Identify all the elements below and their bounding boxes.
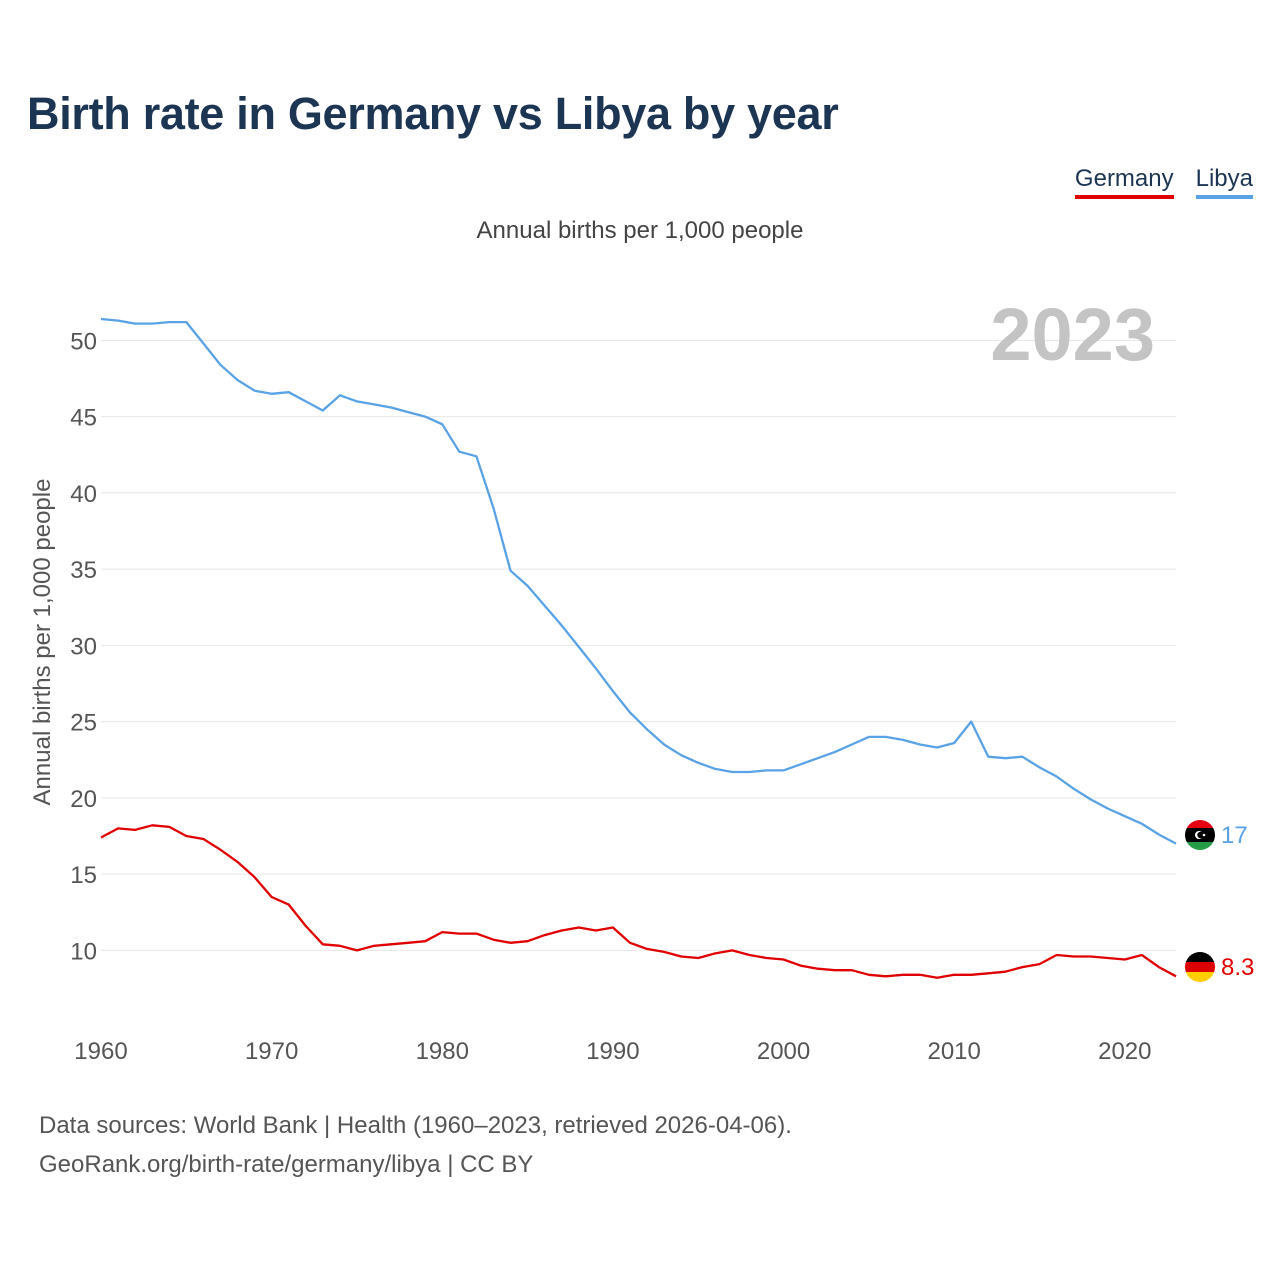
page-title: Birth rate in Germany vs Libya by year — [27, 88, 839, 139]
legend-item-germany[interactable]: Germany — [1074, 165, 1174, 199]
libya-flag-icon — [1185, 820, 1215, 850]
chart-subtitle: Annual births per 1,000 people — [476, 217, 804, 244]
y-tick-label: 25 — [70, 710, 97, 737]
germany-flag-icon — [1185, 952, 1215, 982]
x-tick-label: 1960 — [74, 1038, 127, 1065]
y-tick-label: 10 — [70, 938, 97, 965]
grid-lines — [101, 339, 1176, 951]
y-tick-label: 40 — [70, 481, 97, 508]
end-label-germany: 8.3 — [1221, 954, 1254, 981]
x-tick-label: 2000 — [757, 1038, 810, 1065]
legend: Germany Libya — [1074, 165, 1253, 199]
x-tick-label: 2020 — [1098, 1038, 1151, 1065]
x-tick-label: 1970 — [245, 1038, 298, 1065]
end-label-libya: 17 — [1221, 822, 1248, 849]
source-link[interactable]: GeoRank.org/birth-rate/germany/libya | C… — [39, 1151, 534, 1178]
series-line-germany — [100, 824, 1177, 979]
y-axis-label: Annual births per 1,000 people — [29, 479, 56, 806]
series-line-libya — [100, 317, 1177, 845]
data-source-note: Data sources: World Bank | Health (1960–… — [39, 1112, 792, 1139]
legend-item-libya[interactable]: Libya — [1195, 165, 1253, 199]
y-tick-label: 20 — [70, 786, 97, 813]
y-tick-label: 15 — [70, 862, 97, 889]
x-tick-label: 1980 — [416, 1038, 469, 1065]
x-axis-ticks: 1960 1970 1980 1990 2000 2010 2020 — [74, 1038, 1151, 1065]
x-tick-label: 1990 — [586, 1038, 639, 1065]
line-chart: 10 15 20 25 30 35 40 45 50 1960 1970 1980 1990 2000 2… — [29, 293, 1254, 1065]
y-tick-label: 30 — [70, 633, 97, 660]
y-axis-ticks: 10 15 20 25 30 35 40 45 50 — [70, 328, 97, 965]
year-label: 2023 — [990, 293, 1155, 376]
x-tick-label: 2010 — [927, 1038, 980, 1065]
y-tick-label: 50 — [70, 328, 97, 355]
y-tick-label: 45 — [70, 405, 97, 432]
footer: Data sources: World Bank | Health (1960–… — [39, 1106, 792, 1184]
y-tick-label: 35 — [70, 557, 97, 584]
series-lines — [100, 317, 1177, 979]
